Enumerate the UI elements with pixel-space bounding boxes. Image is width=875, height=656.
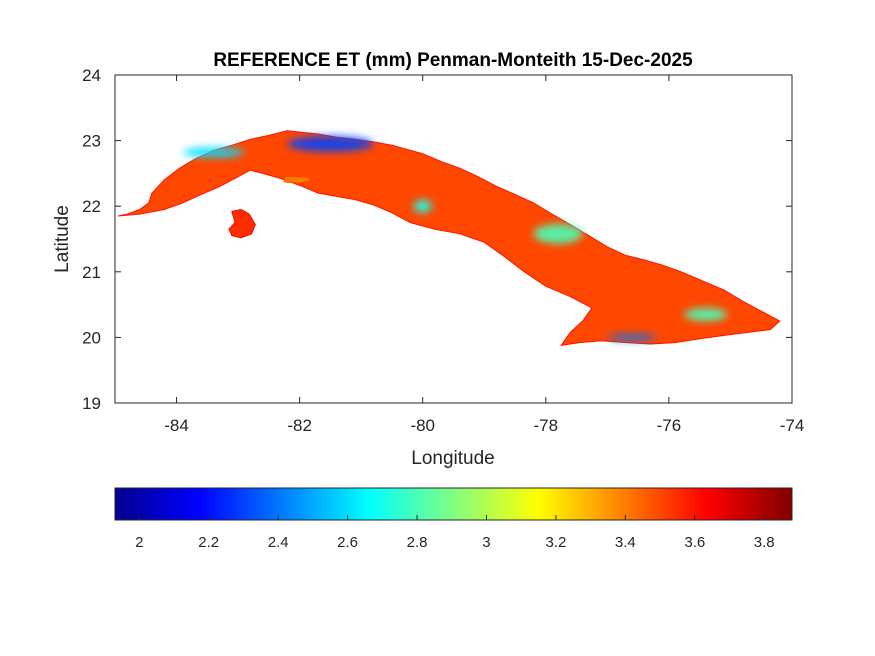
x-tick-label: -78 bbox=[534, 416, 559, 435]
y-tick-label: 19 bbox=[82, 394, 101, 413]
x-axis: -84 -82 -80 -78 -76 -74 bbox=[164, 75, 804, 435]
y-tick-label: 24 bbox=[82, 66, 101, 85]
anomaly-patch-3 bbox=[533, 223, 583, 244]
colorbar-tick-label: 2 bbox=[135, 534, 143, 551]
anomaly-layer bbox=[182, 136, 728, 341]
colorbar-tick-label: 3.4 bbox=[615, 534, 636, 551]
y-tick-label: 22 bbox=[82, 197, 101, 216]
x-tick-label: -76 bbox=[657, 416, 682, 435]
chart-title: REFERENCE ET (mm) Penman-Monteith 15-Dec… bbox=[213, 50, 693, 71]
y-axis-label: Latitude bbox=[52, 205, 73, 273]
x-tick-label: -74 bbox=[780, 416, 805, 435]
colorbar-tick-label: 3.2 bbox=[545, 534, 566, 551]
plot-frame bbox=[114, 74, 793, 404]
map-layer bbox=[117, 130, 781, 346]
y-tick-label: 20 bbox=[82, 328, 101, 347]
colorbar-tick-label: 2.6 bbox=[337, 534, 358, 551]
anomaly-patch-1 bbox=[182, 147, 245, 158]
colorbar-tick-label: 3.6 bbox=[684, 534, 705, 551]
colorbar-tick-label: 2.8 bbox=[407, 534, 428, 551]
colorbar-tick-label: 2.4 bbox=[268, 534, 289, 551]
colorbar-ticks: 2 2.2 2.4 2.6 2.8 3 3.2 3.4 3.6 3.8 bbox=[135, 515, 775, 551]
map-region-1 bbox=[228, 208, 256, 239]
map-region-2 bbox=[283, 176, 314, 184]
anomaly-patch-2 bbox=[413, 199, 432, 213]
y-tick-label: 21 bbox=[82, 263, 101, 282]
x-tick-label: -80 bbox=[410, 416, 435, 435]
colorbar-tick-label: 3 bbox=[482, 534, 490, 551]
colorbar bbox=[114, 487, 793, 521]
x-tick-label: -82 bbox=[287, 416, 312, 435]
y-axis: 19 20 21 22 23 24 bbox=[82, 66, 792, 413]
anomaly-patch-4 bbox=[684, 307, 728, 321]
plot-area bbox=[115, 75, 792, 403]
x-axis-label: Longitude bbox=[411, 448, 494, 469]
anomaly-patch-5 bbox=[607, 334, 657, 341]
map-region-0 bbox=[117, 130, 781, 346]
x-tick-label: -84 bbox=[164, 416, 189, 435]
colorbar-tick-label: 2.2 bbox=[198, 534, 219, 551]
colorbar-tick-label: 3.8 bbox=[754, 534, 775, 551]
y-tick-label: 23 bbox=[82, 132, 101, 151]
anomaly-patch-0 bbox=[287, 136, 374, 152]
